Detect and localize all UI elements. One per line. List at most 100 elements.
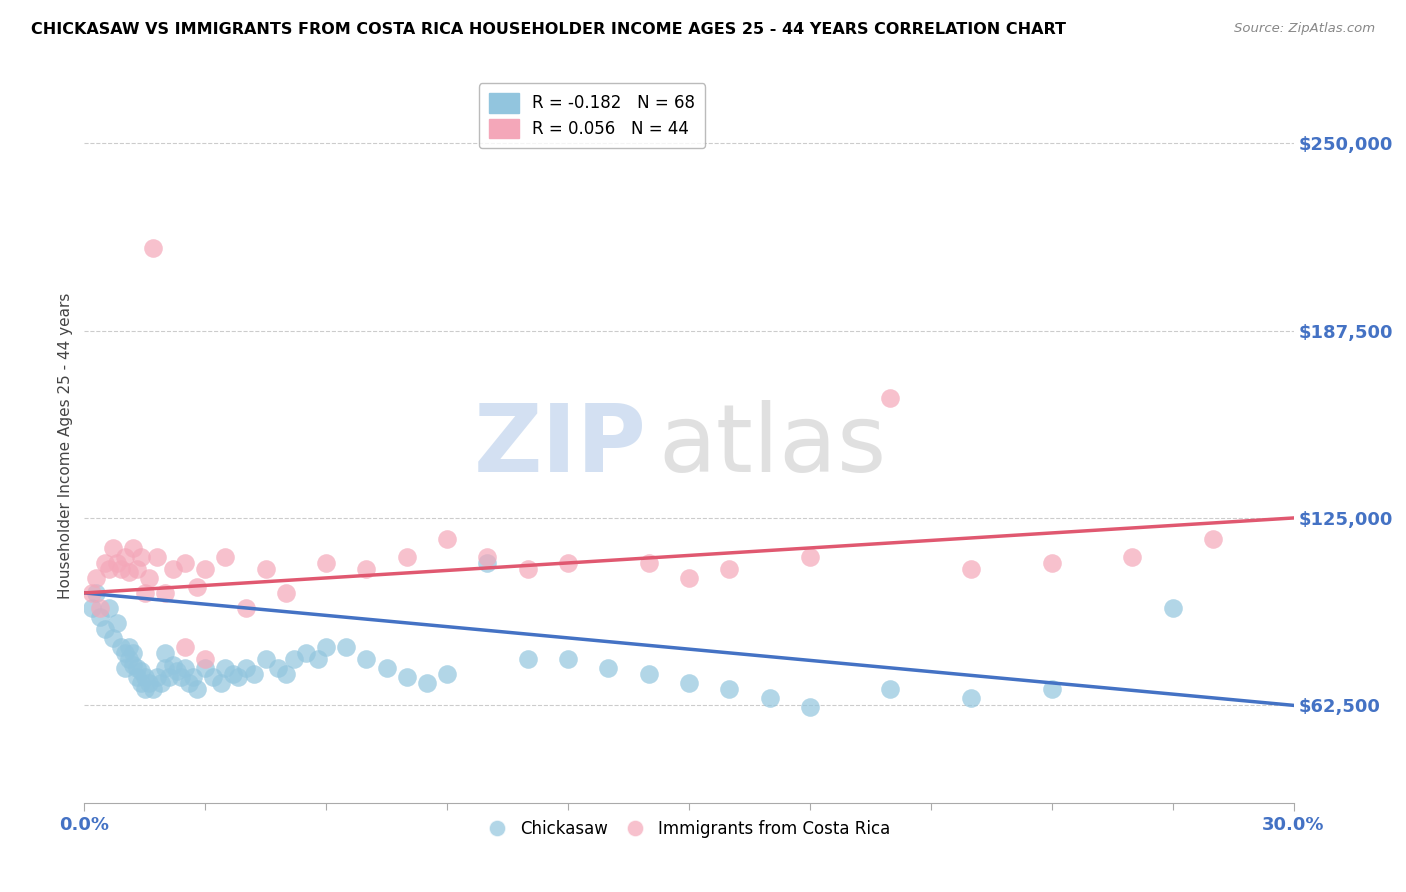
Point [202, 670, 225, 684]
Point [125, 661, 148, 675]
Point [1161, 601, 1184, 615]
Point [174, 556, 197, 570]
Point [162, 657, 184, 672]
Point [436, 666, 458, 681]
Point [194, 562, 217, 576]
Point [121, 657, 143, 672]
Point [134, 681, 156, 696]
Point [105, 615, 128, 630]
Point [254, 652, 277, 666]
Point [637, 666, 659, 681]
Point [86, 586, 108, 600]
Point [477, 549, 499, 564]
Point [395, 670, 418, 684]
Point [283, 652, 305, 666]
Point [89, 610, 111, 624]
Point [110, 562, 132, 576]
Point [162, 562, 184, 576]
Point [235, 661, 257, 675]
Point [153, 661, 176, 675]
Text: CHICKASAW VS IMMIGRANTS FROM COSTA RICA HOUSEHOLDER INCOME AGES 25 - 44 YEARS CO: CHICKASAW VS IMMIGRANTS FROM COSTA RICA … [31, 22, 1066, 37]
Point [186, 681, 208, 696]
Point [118, 652, 141, 666]
Point [718, 562, 741, 576]
Point [149, 676, 172, 690]
Point [1121, 549, 1143, 564]
Point [226, 670, 249, 684]
Text: ZIP: ZIP [474, 400, 647, 492]
Point [516, 652, 538, 666]
Point [267, 661, 290, 675]
Point [307, 652, 329, 666]
Point [101, 631, 124, 645]
Point [637, 556, 659, 570]
Point [799, 699, 821, 714]
Point [254, 562, 277, 576]
Point [356, 652, 378, 666]
Point [222, 666, 245, 681]
Point [1040, 556, 1063, 570]
Point [315, 556, 337, 570]
Point [960, 690, 983, 705]
Point [557, 556, 579, 570]
Point [114, 549, 136, 564]
Point [153, 586, 176, 600]
Point [879, 391, 901, 405]
Point [166, 664, 188, 678]
Point [93, 622, 115, 636]
Point [134, 670, 156, 684]
Point [129, 549, 152, 564]
Point [758, 690, 780, 705]
Point [186, 580, 208, 594]
Point [174, 640, 197, 654]
Point [121, 541, 143, 555]
Point [1202, 532, 1225, 546]
Point [274, 586, 297, 600]
Legend: Chickasaw, Immigrants from Costa Rica: Chickasaw, Immigrants from Costa Rica [481, 814, 897, 845]
Point [179, 676, 201, 690]
Y-axis label: Householder Income Ages 25 - 44 years: Householder Income Ages 25 - 44 years [58, 293, 73, 599]
Point [146, 670, 169, 684]
Point [146, 549, 169, 564]
Point [194, 652, 217, 666]
Point [416, 676, 439, 690]
Point [516, 562, 538, 576]
Point [209, 676, 232, 690]
Point [960, 562, 983, 576]
Point [93, 556, 115, 570]
Point [214, 549, 236, 564]
Point [105, 556, 128, 570]
Point [174, 661, 197, 675]
Point [153, 646, 176, 660]
Point [121, 646, 143, 660]
Point [557, 652, 579, 666]
Point [477, 556, 499, 570]
Point [142, 681, 165, 696]
Point [89, 601, 111, 615]
Point [335, 640, 357, 654]
Point [118, 640, 141, 654]
Point [114, 661, 136, 675]
Point [97, 562, 120, 576]
Point [86, 571, 108, 585]
Point [157, 670, 180, 684]
Point [214, 661, 236, 675]
Point [138, 571, 160, 585]
Point [678, 571, 700, 585]
Point [356, 562, 378, 576]
Point [295, 646, 318, 660]
Point [138, 676, 160, 690]
Point [678, 676, 700, 690]
Point [315, 640, 337, 654]
Point [598, 661, 620, 675]
Point [118, 565, 141, 579]
Point [235, 601, 257, 615]
Point [101, 541, 124, 555]
Point [134, 586, 156, 600]
Point [129, 676, 152, 690]
Point [170, 670, 193, 684]
Point [129, 664, 152, 678]
Point [142, 241, 165, 255]
Point [718, 681, 741, 696]
Text: atlas: atlas [659, 400, 887, 492]
